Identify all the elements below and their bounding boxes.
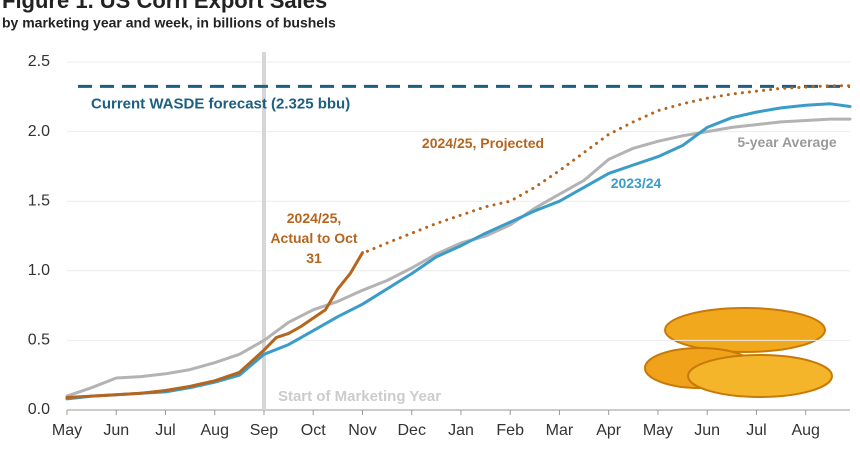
x-tick-label: Apr (596, 422, 622, 439)
series-label: 5-year Average (737, 134, 837, 150)
series-label: 2024/25, Actual to Oct 31 (270, 210, 358, 266)
marketing-year-label: Start of Marketing Year (278, 388, 441, 405)
series-line (65, 117, 852, 398)
series-line (365, 84, 852, 253)
y-tick-label: 2.0 (28, 123, 50, 140)
y-tick-label: 1.5 (28, 192, 50, 209)
x-tick-label: May (52, 422, 82, 439)
x-tick-label: Aug (201, 422, 229, 439)
y-tick-label: 0.5 (28, 332, 50, 349)
x-tick-label: Aug (791, 422, 819, 439)
x-tick-label: Nov (348, 422, 376, 439)
x-tick-label: Mar (546, 422, 574, 439)
x-tick-label: Oct (301, 422, 326, 439)
y-tick-label: 0.0 (28, 401, 50, 418)
x-tick-label: Dec (397, 422, 425, 439)
y-tick-label: 1.0 (28, 262, 50, 279)
series-label: 2024/25, Projected (421, 135, 545, 151)
x-tick-label: Jul (746, 422, 766, 439)
y-tick-label: 2.5 (28, 53, 50, 70)
x-tick-label: Feb (496, 422, 524, 439)
chart-subtitle: by marketing year and week, in billions … (2, 15, 336, 31)
series-label: 2023/24 (610, 175, 662, 191)
corn-illustration (644, 307, 833, 398)
x-tick-label: Jan (448, 422, 474, 439)
x-tick-label: Jun (694, 422, 720, 439)
x-tick-label: Jul (155, 422, 175, 439)
chart-title: Figure 1. US Corn Export Sales (2, 0, 327, 13)
series-line (65, 251, 364, 399)
x-tick-label: Sep (250, 422, 279, 439)
x-tick-label: Jun (103, 422, 129, 439)
wasde-label: Current WASDE forecast (2.325 bbu) (91, 95, 350, 112)
x-tick-label: May (643, 422, 673, 439)
